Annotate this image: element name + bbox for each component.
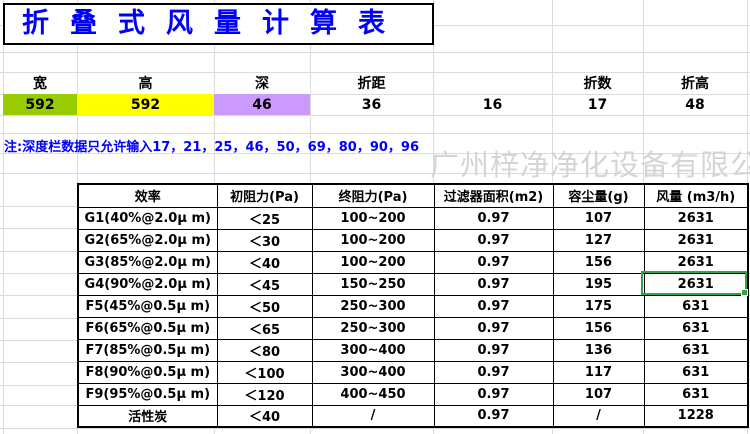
cell[interactable]: 0.97 (433, 272, 554, 296)
col-header-dust-capacity[interactable]: 容尘量(g) (552, 183, 645, 208)
cell[interactable]: 631 (643, 294, 749, 318)
cell[interactable]: ＜65 (216, 316, 313, 340)
param-value-width[interactable]: 592 (3, 94, 77, 115)
cell[interactable]: 117 (552, 360, 645, 384)
cell[interactable]: 100~200 (311, 250, 435, 274)
table-header-row: 效率 初阻力(Pa) 终阻力(Pa) 过滤器面积(m2) 容尘量(g) 风量 (… (77, 183, 749, 208)
efficiency-table: 效率 初阻力(Pa) 终阻力(Pa) 过滤器面积(m2) 容尘量(g) 风量 (… (77, 183, 749, 428)
cell[interactable]: 195 (552, 272, 645, 296)
table-row: F8(90%@0.5μ m) ＜100 300~400 0.97 117 631 (77, 360, 749, 384)
cell[interactable]: 100~200 (311, 228, 435, 252)
col-header-efficiency[interactable]: 效率 (77, 183, 218, 208)
table-row: F5(45%@0.5μ m) ＜50 250~300 0.97 175 631 (77, 294, 749, 318)
cell[interactable]: 0.97 (433, 404, 554, 428)
cell[interactable]: / (552, 404, 645, 428)
cell[interactable]: F6(65%@0.5μ m) (77, 316, 218, 340)
cell[interactable]: 175 (552, 294, 645, 318)
cell[interactable]: 2631 (643, 250, 749, 274)
param-value-fold-count[interactable]: 17 (587, 96, 608, 113)
param-value-height[interactable]: 592 (77, 94, 214, 115)
cell[interactable]: 活性炭 (77, 404, 218, 428)
table-row: F9(95%@0.5μ m) ＜120 400~450 0.97 107 631 (77, 382, 749, 406)
cell[interactable]: F9(95%@0.5μ m) (77, 382, 218, 406)
cell[interactable]: 156 (552, 250, 645, 274)
cell[interactable]: G3(85%@2.0μ m) (77, 250, 218, 274)
table-row: 活性炭 ＜40 / 0.97 / 1228 (77, 404, 749, 428)
cell[interactable]: 0.97 (433, 206, 554, 230)
cell[interactable]: 150~250 (311, 272, 435, 296)
cell[interactable]: F8(90%@0.5μ m) (77, 360, 218, 384)
table-row: G2(65%@2.0μ m) ＜30 100~200 0.97 127 2631 (77, 228, 749, 252)
cell[interactable]: 107 (552, 382, 645, 406)
cell[interactable]: 300~400 (311, 360, 435, 384)
cell[interactable]: 0.97 (433, 338, 554, 362)
col-header-final-resistance[interactable]: 终阻力(Pa) (311, 183, 435, 208)
watermark: 广州梓净净化设备有限公司 (430, 148, 750, 182)
cell-selected[interactable]: 2631 (643, 272, 749, 296)
cell[interactable]: ＜120 (216, 382, 313, 406)
cell[interactable]: 136 (552, 338, 645, 362)
cell[interactable]: ＜30 (216, 228, 313, 252)
cell[interactable]: 156 (552, 316, 645, 340)
cell[interactable]: 0.97 (433, 250, 554, 274)
cell[interactable]: 0.97 (433, 228, 554, 252)
cell[interactable]: G2(65%@2.0μ m) (77, 228, 218, 252)
cell[interactable]: 631 (643, 360, 749, 384)
table-row: G4(90%@2.0μ m) ＜45 150~250 0.97 195 2631 (77, 272, 749, 296)
cell[interactable]: 107 (552, 206, 645, 230)
cell[interactable]: 631 (643, 316, 749, 340)
cell[interactable]: G1(40%@2.0μ m) (77, 206, 218, 230)
col-header-initial-resistance[interactable]: 初阻力(Pa) (216, 183, 313, 208)
cell[interactable]: ＜40 (216, 250, 313, 274)
cell[interactable]: ＜25 (216, 206, 313, 230)
cell[interactable]: 100~200 (311, 206, 435, 230)
title-box: 折叠式风量计算表 (3, 3, 434, 45)
cell[interactable]: 0.97 (433, 382, 554, 406)
param-value-fold-height[interactable]: 48 (685, 96, 705, 113)
cell[interactable]: 2631 (643, 228, 749, 252)
cell[interactable]: 631 (643, 338, 749, 362)
cell[interactable]: ＜80 (216, 338, 313, 362)
param-header-width[interactable]: 宽 (33, 76, 47, 92)
table-row: G3(85%@2.0μ m) ＜40 100~200 0.97 156 2631 (77, 250, 749, 274)
cell[interactable]: ＜100 (216, 360, 313, 384)
param-header-fold-pitch[interactable]: 折距 (357, 76, 386, 92)
table-row: G1(40%@2.0μ m) ＜25 100~200 0.97 107 2631 (77, 206, 749, 230)
table-row: F7(85%@0.5μ m) ＜80 300~400 0.97 136 631 (77, 338, 749, 362)
cell[interactable]: 631 (643, 382, 749, 406)
cell[interactable]: 300~400 (311, 338, 435, 362)
cell[interactable]: 127 (552, 228, 645, 252)
param-value-extra[interactable]: 16 (482, 96, 503, 113)
cell[interactable]: 250~300 (311, 316, 435, 340)
col-header-filter-area[interactable]: 过滤器面积(m2) (433, 183, 554, 208)
param-value-depth[interactable]: 46 (214, 94, 310, 115)
table-row: F6(65%@0.5μ m) ＜65 250~300 0.97 156 631 (77, 316, 749, 340)
depth-note: 注:深度栏数据只允许输入17，21，25，46，50，69，80，90，96 (4, 140, 420, 155)
page-title: 折叠式风量计算表 (22, 8, 406, 39)
cell[interactable]: 0.97 (433, 316, 554, 340)
param-header-fold-count[interactable]: 折数 (583, 76, 612, 92)
param-header-blank[interactable] (433, 72, 552, 94)
cell[interactable]: 2631 (643, 206, 749, 230)
cell[interactable]: 400~450 (311, 382, 435, 406)
param-header-fold-height[interactable]: 折高 (681, 76, 709, 92)
cell[interactable]: 0.97 (433, 294, 554, 318)
cell[interactable]: 0.97 (433, 360, 554, 384)
param-header-height[interactable]: 高 (138, 76, 153, 92)
col-header-airflow[interactable]: 风量 (m3/h) (643, 183, 749, 208)
cell[interactable]: F7(85%@0.5μ m) (77, 338, 218, 362)
cell[interactable]: 250~300 (311, 294, 435, 318)
fill-handle[interactable] (741, 289, 748, 296)
cell[interactable]: / (311, 404, 435, 428)
cell[interactable]: 1228 (643, 404, 749, 428)
param-header-depth[interactable]: 深 (255, 76, 269, 92)
param-value-fold-pitch[interactable]: 36 (361, 96, 382, 113)
cell[interactable]: ＜50 (216, 294, 313, 318)
cell[interactable]: F5(45%@0.5μ m) (77, 294, 218, 318)
cell[interactable]: ＜40 (216, 404, 313, 428)
cell[interactable]: ＜45 (216, 272, 313, 296)
cell[interactable]: G4(90%@2.0μ m) (77, 272, 218, 296)
